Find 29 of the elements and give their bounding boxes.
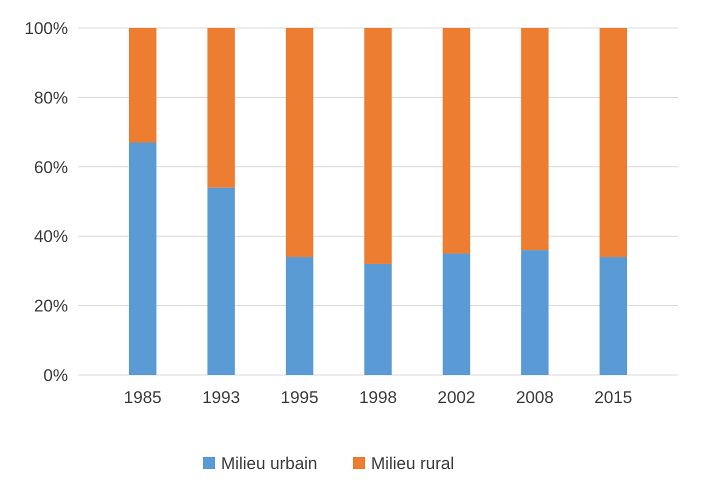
x-tick-label: 1995 (280, 388, 318, 407)
bar (521, 28, 549, 250)
bar (600, 257, 628, 375)
bar (442, 28, 470, 254)
bar (128, 142, 156, 375)
x-tick-label: 2002 (438, 388, 476, 407)
bar (128, 28, 156, 143)
bar (364, 264, 392, 375)
y-tick-label: 20% (34, 296, 68, 316)
bar (600, 28, 628, 258)
bar (207, 28, 235, 188)
y-tick-label: 80% (34, 88, 68, 108)
bar (286, 28, 314, 258)
bar (207, 188, 235, 375)
y-tick-label: 40% (34, 227, 68, 246)
legend-label: Milieu urbain (221, 454, 318, 473)
bar (364, 28, 392, 264)
x-tick-label: 2008 (516, 388, 554, 407)
bar (521, 250, 549, 375)
bar (286, 257, 314, 375)
legend-label: Milieu rural (371, 454, 454, 473)
y-tick-label: 0% (43, 366, 68, 385)
x-tick-label: 1998 (359, 388, 397, 407)
x-tick-label: 2015 (594, 388, 632, 407)
bar (442, 254, 470, 375)
y-tick-label: 60% (34, 158, 68, 177)
y-tick-label: 100% (24, 18, 68, 38)
x-tick-label: 1985 (124, 388, 162, 407)
x-tick-label: 1993 (202, 388, 240, 407)
